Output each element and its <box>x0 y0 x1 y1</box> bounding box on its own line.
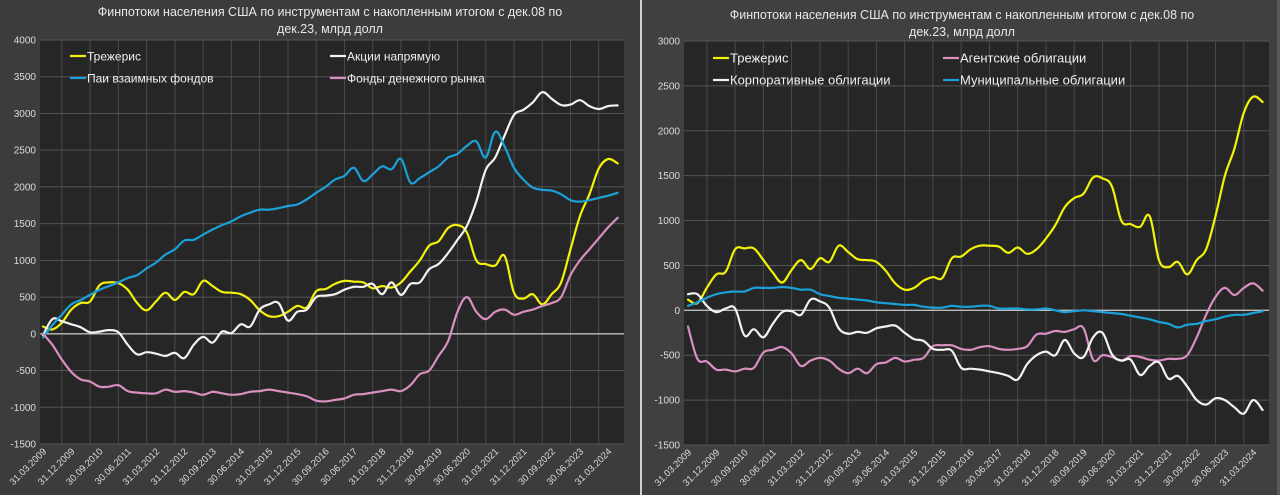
right-y-tick-label: 0 <box>674 306 680 317</box>
chart-title-right-line1: Финпотоки населения США по инструментам … <box>729 8 1195 22</box>
right-series-line-1 <box>686 95 1264 305</box>
right-y-tick-label: -500 <box>660 351 680 362</box>
left-series-line-2 <box>41 91 619 360</box>
right-panel-edge <box>1277 0 1280 495</box>
right-plot-area <box>684 41 1269 445</box>
right-y-tick-label: 2000 <box>658 126 681 137</box>
left-y-tick-label: 500 <box>19 293 36 304</box>
left-y-tick-label: 3000 <box>14 109 37 120</box>
left-legend-label: Акции напрямую <box>347 50 440 64</box>
right-series-line-4 <box>686 285 1264 329</box>
panel-divider <box>640 0 642 495</box>
right-legend-label: Агентские облигации <box>960 51 1086 66</box>
right-y-tick-label: 1500 <box>658 171 681 182</box>
right-legend-label: Трежерис <box>730 51 789 66</box>
left-y-tick-label: 4000 <box>14 36 37 47</box>
right-y-tick-label: -1000 <box>654 396 680 407</box>
right-y-tick-label: 2500 <box>658 81 681 92</box>
chart-title-left-line1: Финпотоки населения США по инструментам … <box>97 5 563 19</box>
right-series-line-3 <box>686 292 1264 415</box>
left-y-tick-label: 0 <box>30 329 36 340</box>
left-y-tick-label: -500 <box>16 366 36 377</box>
left-y-tick-label: 2000 <box>14 182 37 193</box>
right-y-tick-label: 500 <box>663 261 680 272</box>
left-y-tick-label: 1000 <box>14 256 37 267</box>
left-y-tick-label: 1500 <box>14 219 37 230</box>
chart-title-right-line2: дек.23, млрд долл <box>909 25 1015 39</box>
right-y-tick-label: -1500 <box>654 441 680 452</box>
left-series-line-3 <box>41 130 619 339</box>
chart-title-right: Финпотоки населения США по инструментам … <box>702 7 1222 41</box>
left-plot-area <box>40 40 624 444</box>
left-series-line-4 <box>41 216 619 403</box>
right-legend-label: Корпоративные облигации <box>730 73 891 88</box>
left-y-tick-label: -1000 <box>10 403 36 414</box>
right-y-tick-label: 1000 <box>658 216 681 227</box>
right-series-line-2 <box>686 282 1264 375</box>
left-legend-label: Фонды денежного рынка <box>347 72 485 86</box>
left-y-tick-label: -1500 <box>10 440 36 451</box>
chart-title-left-line2: дек.23, млрд долл <box>277 22 383 36</box>
left-chart-svg: 4000 3500 3000 2500 2000 1500 1000 500 0 -500 -100… <box>8 36 624 488</box>
left-y-tick-label: 2500 <box>14 146 37 157</box>
chart-title-left: Финпотоки населения США по инструментам … <box>60 4 600 38</box>
left-series-line-1 <box>41 157 619 331</box>
left-y-tick-label: 3500 <box>14 72 37 83</box>
left-legend-label: Паи взаимных фондов <box>87 72 214 86</box>
right-chart-svg: 300025002000150010005000-500-1000-150031… <box>653 37 1269 489</box>
left-legend-label: Трежерис <box>87 50 141 64</box>
right-legend-label: Муниципальные облигации <box>960 73 1125 88</box>
right-y-tick-label: 3000 <box>658 37 681 48</box>
